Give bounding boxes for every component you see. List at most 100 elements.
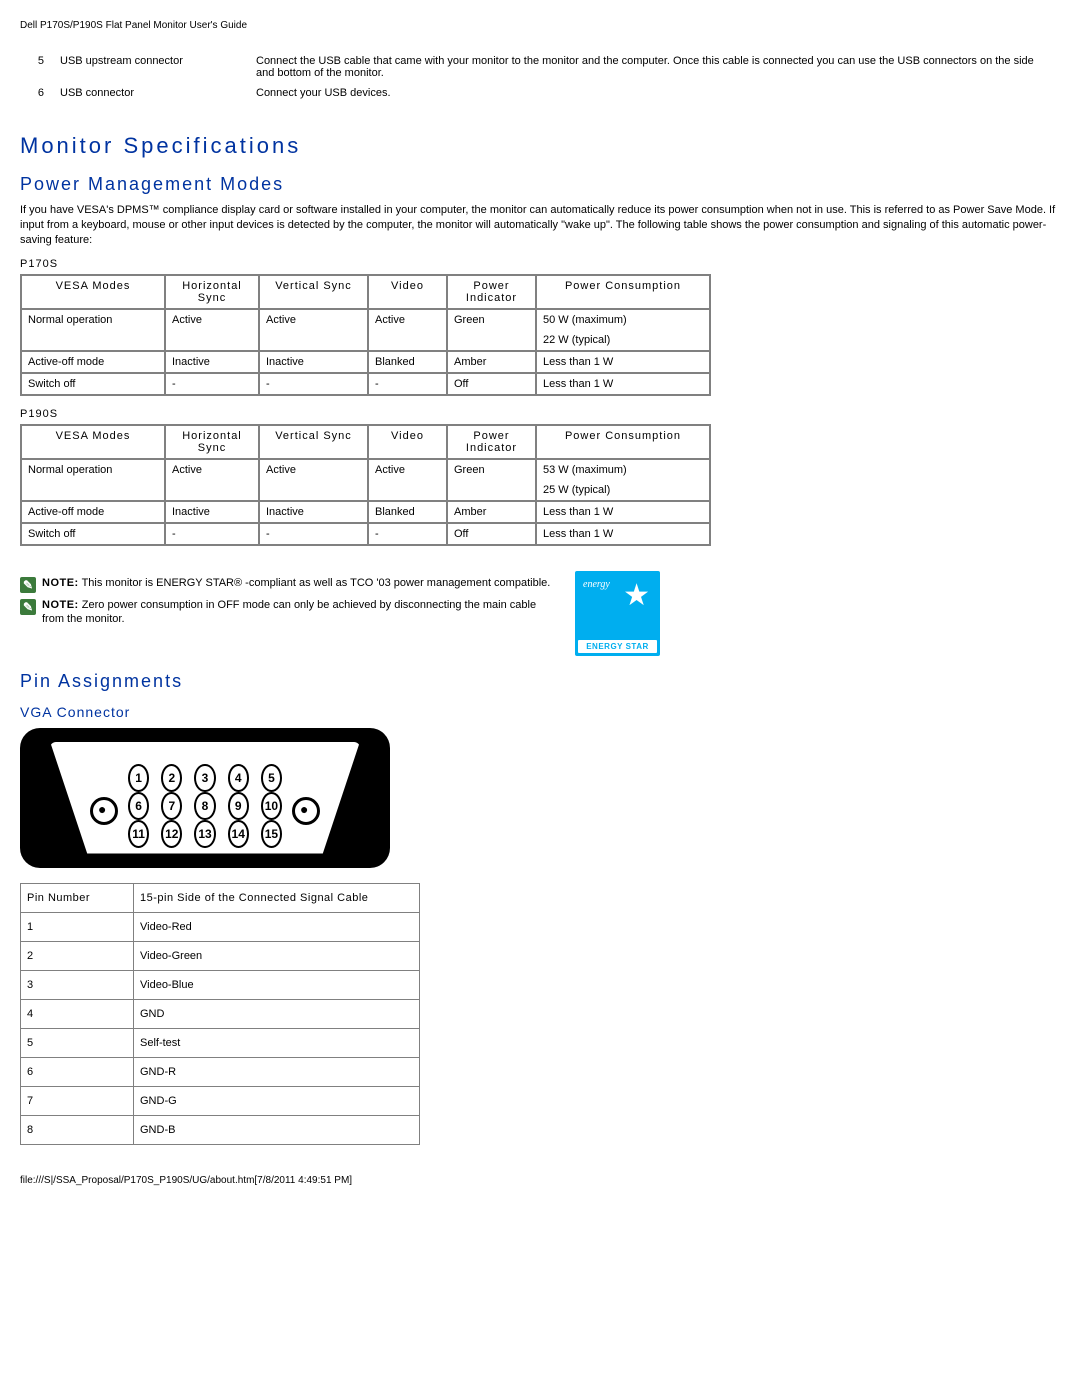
- spec-cell: -: [368, 523, 447, 545]
- spec-header: Power Indicator: [447, 275, 536, 309]
- spec-cell: -: [165, 523, 259, 545]
- spec-cell: Active: [165, 309, 259, 351]
- vga-pin: 9: [228, 792, 249, 820]
- page-footer: file:///S|/SSA_Proposal/P170S_P190S/UG/a…: [20, 1175, 1060, 1186]
- power-mode-table: VESA ModesHorizontal SyncVertical SyncVi…: [20, 424, 711, 546]
- note-block: ✎ NOTE: This monitor is ENERGY STAR® -co…: [20, 576, 555, 593]
- spec-header: VESA Modes: [21, 275, 165, 309]
- vga-pin: 13: [194, 820, 215, 848]
- pin-num: 2: [21, 941, 134, 970]
- model-label: P170S: [20, 258, 1060, 270]
- page-header: Dell P170S/P190S Flat Panel Monitor User…: [20, 20, 1060, 31]
- spec-cell: Active: [368, 459, 447, 501]
- model-label: P190S: [20, 408, 1060, 420]
- note-icon: ✎: [20, 599, 36, 615]
- vga-pin: 14: [228, 820, 249, 848]
- note-text: NOTE: This monitor is ENERGY STAR® -comp…: [42, 576, 550, 591]
- pin-signal: Self-test: [134, 1028, 420, 1057]
- pin-signal: Video-Blue: [134, 970, 420, 999]
- spec-cell: -: [165, 373, 259, 395]
- pin-num: 7: [21, 1086, 134, 1115]
- vga-connector-diagram: 123456789101112131415: [20, 728, 390, 868]
- spec-header: Video: [368, 275, 447, 309]
- spec-cell: Active: [368, 309, 447, 351]
- spec-cell: Less than 1 W: [536, 501, 710, 523]
- spec-cell: Active: [165, 459, 259, 501]
- vga-screw-icon: [90, 797, 118, 825]
- note-text: NOTE: Zero power consumption in OFF mode…: [42, 598, 555, 628]
- table-row: 8GND-B: [21, 1115, 420, 1144]
- energy-star-scribble: energy: [583, 579, 610, 590]
- pin-num: 1: [21, 912, 134, 941]
- vga-pin: 12: [161, 820, 182, 848]
- spec-header: Horizontal Sync: [165, 425, 259, 459]
- spec-cell: Amber: [447, 501, 536, 523]
- pin-table-header: Pin Number: [21, 883, 134, 912]
- spec-cell: Blanked: [368, 501, 447, 523]
- vga-pin: 1: [128, 764, 149, 792]
- pin-signal: GND-G: [134, 1086, 420, 1115]
- spec-cell: Switch off: [21, 373, 165, 395]
- spec-cell: 53 W (maximum)25 W (typical): [536, 459, 710, 501]
- spec-header: Vertical Sync: [259, 275, 368, 309]
- spec-cell: -: [259, 523, 368, 545]
- note-block: ✎ NOTE: Zero power consumption in OFF mo…: [20, 598, 555, 628]
- spec-header: Vertical Sync: [259, 425, 368, 459]
- vga-screw-icon: [292, 797, 320, 825]
- spec-header: Power Consumption: [536, 275, 710, 309]
- spec-cell: Inactive: [259, 351, 368, 373]
- spec-cell: -: [368, 373, 447, 395]
- section-power-modes: Power Management Modes: [20, 174, 1060, 195]
- spec-cell: Inactive: [165, 351, 259, 373]
- spec-cell: Active: [259, 459, 368, 501]
- spec-cell: Normal operation: [21, 309, 165, 351]
- usb-row-desc: Connect the USB cable that came with you…: [252, 51, 1060, 83]
- spec-header: Horizontal Sync: [165, 275, 259, 309]
- usb-connector-table: 5 USB upstream connector Connect the USB…: [20, 51, 1060, 103]
- pin-signal: GND: [134, 999, 420, 1028]
- spec-cell: Active-off mode: [21, 501, 165, 523]
- usb-row-label: USB upstream connector: [56, 51, 252, 83]
- vga-pin: 2: [161, 764, 182, 792]
- spec-cell: Less than 1 W: [536, 351, 710, 373]
- table-row: 6GND-R: [21, 1057, 420, 1086]
- spec-header: Power Consumption: [536, 425, 710, 459]
- spec-cell: Off: [447, 523, 536, 545]
- vga-pin-table: Pin Number 15-pin Side of the Connected …: [20, 883, 420, 1145]
- spec-cell: Inactive: [259, 501, 368, 523]
- table-row: 2Video-Green: [21, 941, 420, 970]
- spec-cell: Green: [447, 459, 536, 501]
- table-row: 7GND-G: [21, 1086, 420, 1115]
- section-monitor-specs: Monitor Specifications: [20, 133, 1060, 159]
- pin-table-header: 15-pin Side of the Connected Signal Cabl…: [134, 883, 420, 912]
- spec-header: VESA Modes: [21, 425, 165, 459]
- vga-pin: 8: [194, 792, 215, 820]
- power-mode-table: VESA ModesHorizontal SyncVertical SyncVi…: [20, 274, 711, 396]
- vga-pin: 15: [261, 820, 282, 848]
- vga-pin: 11: [128, 820, 149, 848]
- usb-row-num: 6: [20, 83, 56, 103]
- vga-pin: 6: [128, 792, 149, 820]
- spec-cell: -: [259, 373, 368, 395]
- pin-num: 5: [21, 1028, 134, 1057]
- spec-cell: Less than 1 W: [536, 373, 710, 395]
- note-icon: ✎: [20, 577, 36, 593]
- pin-num: 4: [21, 999, 134, 1028]
- vga-pin: 3: [194, 764, 215, 792]
- pin-num: 8: [21, 1115, 134, 1144]
- spec-cell: Less than 1 W: [536, 523, 710, 545]
- star-icon: ★: [623, 581, 650, 611]
- pin-signal: Video-Red: [134, 912, 420, 941]
- spec-header: Video: [368, 425, 447, 459]
- spec-cell: Off: [447, 373, 536, 395]
- table-row: 4GND: [21, 999, 420, 1028]
- vga-connector-title: VGA Connector: [20, 704, 1060, 720]
- spec-cell: Switch off: [21, 523, 165, 545]
- table-row: 1Video-Red: [21, 912, 420, 941]
- spec-cell: Inactive: [165, 501, 259, 523]
- spec-cell: Normal operation: [21, 459, 165, 501]
- spec-header: Power Indicator: [447, 425, 536, 459]
- usb-row-desc: Connect your USB devices.: [252, 83, 1060, 103]
- spec-cell: Active: [259, 309, 368, 351]
- pin-num: 6: [21, 1057, 134, 1086]
